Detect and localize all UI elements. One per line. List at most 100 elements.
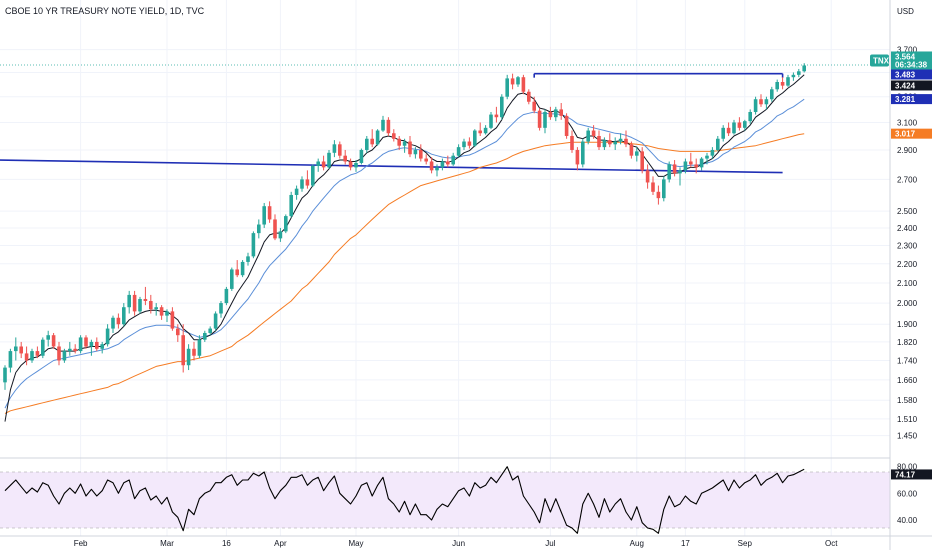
candle-body bbox=[19, 346, 23, 354]
candle-body bbox=[608, 140, 612, 145]
time-tick-label: Jun bbox=[452, 539, 465, 548]
time-tick-label: Oct bbox=[825, 539, 838, 548]
candle-body bbox=[267, 206, 272, 220]
candle-body bbox=[402, 141, 407, 146]
candle-body bbox=[667, 164, 671, 180]
price-plot bbox=[0, 63, 890, 422]
candle-body bbox=[656, 191, 661, 199]
candle-body bbox=[316, 161, 320, 166]
candle-body bbox=[311, 165, 315, 186]
candle-body bbox=[365, 138, 369, 150]
candle-body bbox=[386, 119, 391, 134]
candle-body bbox=[527, 91, 531, 102]
time-tick-label: Mar bbox=[160, 539, 174, 548]
price-tick-label: 1.740 bbox=[897, 356, 918, 365]
price-label-ema_mid bbox=[891, 94, 932, 105]
candle-body bbox=[73, 348, 77, 352]
price-tick-label: 2.000 bbox=[897, 299, 918, 308]
rsi-tick-label: 60.00 bbox=[897, 489, 918, 498]
candle-body bbox=[429, 161, 434, 171]
price-tick-label: 3.100 bbox=[897, 118, 918, 127]
candle-body bbox=[635, 151, 639, 156]
candle-body bbox=[413, 149, 418, 155]
candle-body bbox=[176, 328, 180, 336]
candle-body bbox=[300, 179, 304, 189]
candle-body bbox=[748, 111, 752, 122]
candle-body bbox=[208, 328, 212, 333]
price-tick-label: 2.900 bbox=[897, 146, 918, 155]
candle-body bbox=[3, 367, 7, 383]
candle-body bbox=[278, 231, 283, 239]
candle-body bbox=[591, 130, 596, 136]
candle-body bbox=[613, 141, 617, 145]
candle-body bbox=[321, 161, 326, 168]
currency-label: USD bbox=[897, 7, 914, 16]
price-label-resistance-text: 3.483 bbox=[895, 70, 916, 79]
time-tick-label: Aug bbox=[630, 539, 644, 548]
candle-body bbox=[35, 351, 40, 356]
candle-body bbox=[543, 111, 547, 128]
price-tick-label: 1.820 bbox=[897, 338, 918, 347]
candle-body bbox=[84, 337, 88, 347]
candle-body bbox=[456, 147, 461, 156]
candle-body bbox=[770, 89, 774, 100]
candle-body bbox=[775, 82, 779, 90]
price-tick-label: 2.400 bbox=[897, 224, 918, 233]
candle-body bbox=[672, 164, 677, 174]
candle-body bbox=[446, 161, 450, 165]
price-tick-label: 2.500 bbox=[897, 207, 918, 216]
candle-body bbox=[683, 161, 688, 171]
price-label-ema_mid-text: 3.281 bbox=[895, 95, 916, 104]
candle-body bbox=[159, 307, 164, 316]
candle-body bbox=[165, 311, 169, 316]
candle-body bbox=[392, 133, 396, 139]
rsi-axis[interactable]: 80.00 60.00 40.00 bbox=[897, 463, 918, 525]
candle-body bbox=[537, 110, 542, 128]
candle-body bbox=[289, 194, 293, 217]
candle-body bbox=[186, 348, 191, 366]
candle-body bbox=[240, 261, 245, 276]
rsi-band bbox=[0, 472, 890, 528]
time-axis[interactable]: Feb Mar 16 Apr May Jun Jul Aug 17 Sep Oct bbox=[74, 539, 838, 548]
candle-body bbox=[699, 158, 704, 168]
candle-body bbox=[548, 111, 553, 118]
last-price-badge-text: 3.564 bbox=[895, 52, 916, 61]
candle-body bbox=[8, 351, 13, 368]
candle-body bbox=[116, 317, 121, 325]
candle-body bbox=[791, 74, 796, 78]
candle-body bbox=[570, 135, 574, 150]
candle-body bbox=[494, 114, 499, 118]
rsi-tick-label: 40.00 bbox=[897, 516, 918, 525]
price-tick-label: 1.510 bbox=[897, 415, 918, 424]
rsi-value-badge-text: 74.17 bbox=[895, 470, 916, 479]
time-tick-label: 17 bbox=[681, 539, 690, 548]
candle-body bbox=[170, 311, 175, 329]
price-tick-label: 1.580 bbox=[897, 396, 918, 405]
candle-body bbox=[89, 341, 94, 347]
candle-body bbox=[338, 144, 342, 156]
candle-body bbox=[581, 141, 585, 165]
candle-body bbox=[440, 161, 445, 168]
candle-body bbox=[246, 256, 250, 262]
candle-body bbox=[408, 141, 412, 155]
candle-body bbox=[41, 339, 45, 356]
candle-body bbox=[132, 294, 137, 312]
candle-body bbox=[726, 127, 731, 134]
candle-body bbox=[251, 233, 256, 257]
candle-body bbox=[651, 182, 655, 192]
candle-body bbox=[435, 167, 439, 171]
candle-body bbox=[375, 130, 380, 145]
candle-body bbox=[343, 155, 347, 162]
candle-body bbox=[743, 121, 747, 128]
last-price-badge-text: 06:34:38 bbox=[895, 60, 928, 69]
candle-body bbox=[467, 141, 472, 146]
candle-body bbox=[359, 149, 364, 163]
candle-body bbox=[645, 170, 650, 183]
candle-body bbox=[586, 130, 590, 142]
candle-body bbox=[710, 149, 715, 156]
candle-body bbox=[554, 109, 558, 118]
candle-body bbox=[662, 179, 666, 199]
candle-body bbox=[559, 109, 563, 116]
price-tick-label: 1.660 bbox=[897, 376, 918, 385]
